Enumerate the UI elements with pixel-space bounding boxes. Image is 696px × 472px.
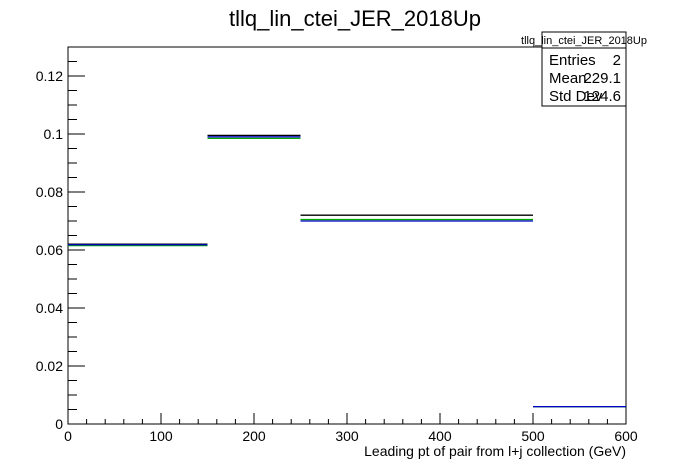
x-tick-label: 100 bbox=[149, 428, 173, 444]
y-tick-label: 0 bbox=[55, 416, 63, 432]
x-axis-ticks bbox=[67, 413, 627, 424]
x-axis-tick-labels: 0 100 200 300 400 500 600 bbox=[64, 428, 638, 444]
x-tick-label: 400 bbox=[428, 428, 452, 444]
y-tick-label: 0.06 bbox=[36, 242, 63, 258]
stats-box: tllq_lin_ctei_JER_2018Up Entries 2 Mean … bbox=[521, 31, 647, 107]
y-tick-label: 0.12 bbox=[36, 68, 63, 84]
stats-box-title: tllq_lin_ctei_JER_2018Up bbox=[521, 35, 647, 47]
stats-box-frame bbox=[541, 31, 627, 107]
y-tick-label: 0.08 bbox=[36, 184, 63, 200]
x-tick-label: 600 bbox=[614, 428, 638, 444]
x-tick-label: 300 bbox=[335, 428, 359, 444]
y-tick-label: 0.04 bbox=[36, 300, 63, 316]
histogram-series-0 bbox=[68, 134, 626, 408]
histogram-series-1 bbox=[68, 137, 626, 408]
stats-mean-label: Mean bbox=[549, 70, 587, 87]
y-tick-label: 0.1 bbox=[44, 126, 64, 142]
x-tick-label: 200 bbox=[242, 428, 266, 444]
stats-stddev-value: 124.6 bbox=[583, 88, 621, 105]
x-axis-title: Leading pt of pair from l+j collection (… bbox=[364, 443, 626, 459]
x-tick-label: 0 bbox=[64, 428, 72, 444]
y-axis-tick-labels: 0 0.02 0.04 0.06 0.08 0.1 0.12 bbox=[36, 68, 63, 432]
x-tick-label: 500 bbox=[521, 428, 545, 444]
stats-stddev-label: Std Dev bbox=[549, 88, 603, 105]
y-tick-label: 0.02 bbox=[36, 358, 63, 374]
stats-entries-value: 2 bbox=[613, 52, 621, 69]
stats-mean-value: 229.1 bbox=[583, 70, 621, 87]
stats-entries-label: Entries bbox=[549, 52, 596, 69]
histogram-series bbox=[68, 134, 626, 408]
y-axis-ticks bbox=[68, 46, 85, 425]
chart-title: tllq_lin_ctei_JER_2018Up bbox=[229, 6, 481, 31]
histogram-series-2 bbox=[68, 136, 626, 408]
